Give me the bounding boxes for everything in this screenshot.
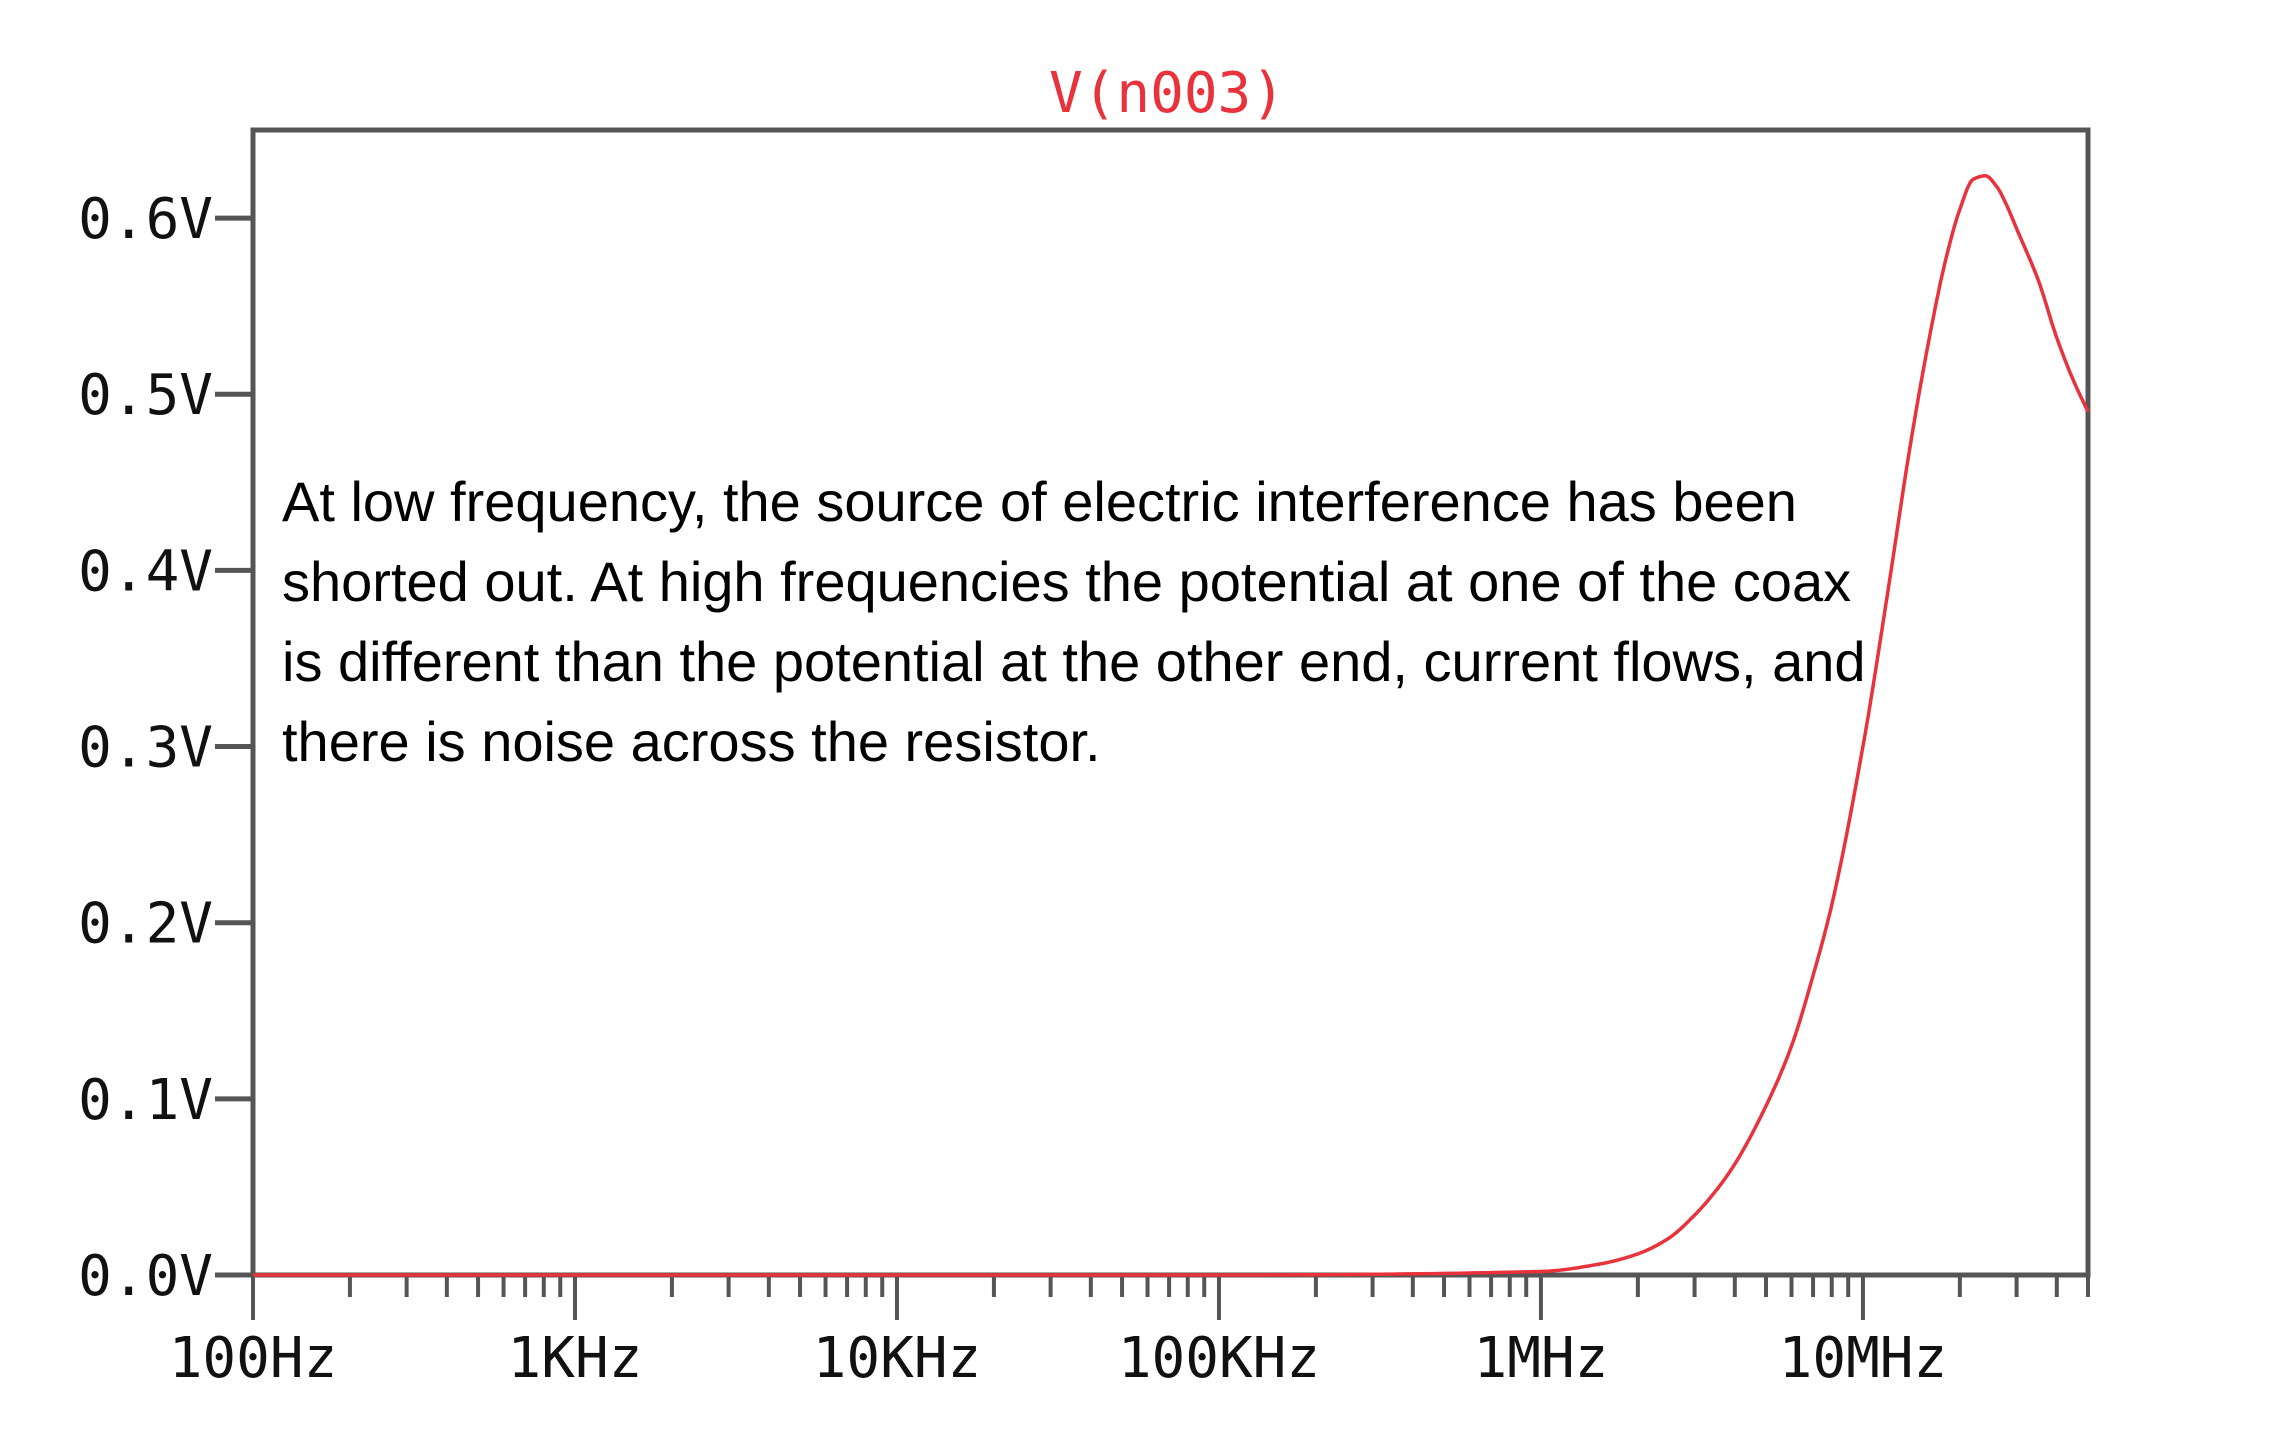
series-layer	[253, 174, 2090, 1277]
y-tick-label: 0.6V	[78, 187, 213, 252]
y-tick-label: 0.4V	[78, 539, 213, 604]
x-tick-label: 100Hz	[169, 1326, 338, 1391]
y-tick-label: 0.0V	[78, 1244, 213, 1309]
x-tick-label: 100KHz	[1118, 1326, 1320, 1391]
x-tick-label: 1KHz	[508, 1326, 643, 1391]
y-axis: 0.0V 0.1V 0.2V 0.3V 0.4V 0.5V 0.6V	[78, 187, 253, 1309]
chart-title: V(n003)	[1049, 61, 1285, 126]
annotation-text: At low frequency, the source of electric…	[282, 470, 1866, 773]
y-tick-label: 0.1V	[78, 1068, 213, 1133]
x-axis: 100Hz 1KHz 10KHz 100KHz 1MHz 10MHz	[169, 1275, 2090, 1391]
y-tick-label: 0.5V	[78, 363, 213, 428]
x-tick-label: 10KHz	[813, 1326, 982, 1391]
y-tick-label: 0.3V	[78, 716, 213, 781]
x-tick-label: 1MHz	[1474, 1326, 1609, 1391]
y-tick-label: 0.2V	[78, 892, 213, 957]
x-tick-label: 10MHz	[1779, 1326, 1948, 1391]
series-line-v-n003	[253, 174, 2090, 1277]
